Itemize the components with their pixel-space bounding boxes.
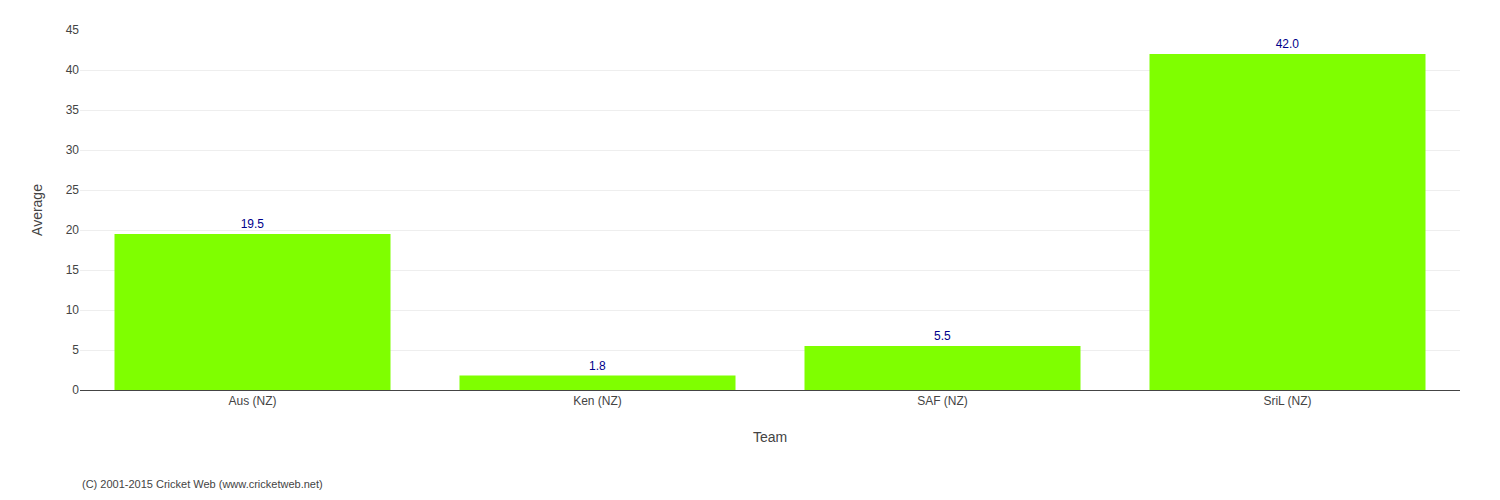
svg-text:Aus (NZ): Aus (NZ) (229, 394, 277, 408)
svg-text:20: 20 (66, 223, 80, 237)
svg-text:10: 10 (66, 303, 80, 317)
svg-text:45: 45 (66, 23, 80, 37)
svg-text:Average: Average (29, 184, 45, 236)
svg-text:1.8: 1.8 (589, 359, 606, 373)
svg-text:0: 0 (72, 383, 79, 397)
svg-text:15: 15 (66, 263, 80, 277)
svg-text:SriL (NZ): SriL (NZ) (1263, 394, 1311, 408)
svg-text:40: 40 (66, 63, 80, 77)
svg-text:30: 30 (66, 143, 80, 157)
svg-text:SAF (NZ): SAF (NZ) (917, 394, 968, 408)
svg-text:42.0: 42.0 (1276, 37, 1300, 51)
svg-text:25: 25 (66, 183, 80, 197)
svg-text:(C) 2001-2015 Cricket Web (www: (C) 2001-2015 Cricket Web (www.cricketwe… (82, 478, 323, 490)
svg-text:35: 35 (66, 103, 80, 117)
svg-text:Team: Team (753, 429, 787, 445)
svg-text:Ken (NZ): Ken (NZ) (573, 394, 622, 408)
svg-text:5: 5 (72, 343, 79, 357)
svg-text:19.5: 19.5 (241, 217, 265, 231)
svg-text:5.5: 5.5 (934, 329, 951, 343)
